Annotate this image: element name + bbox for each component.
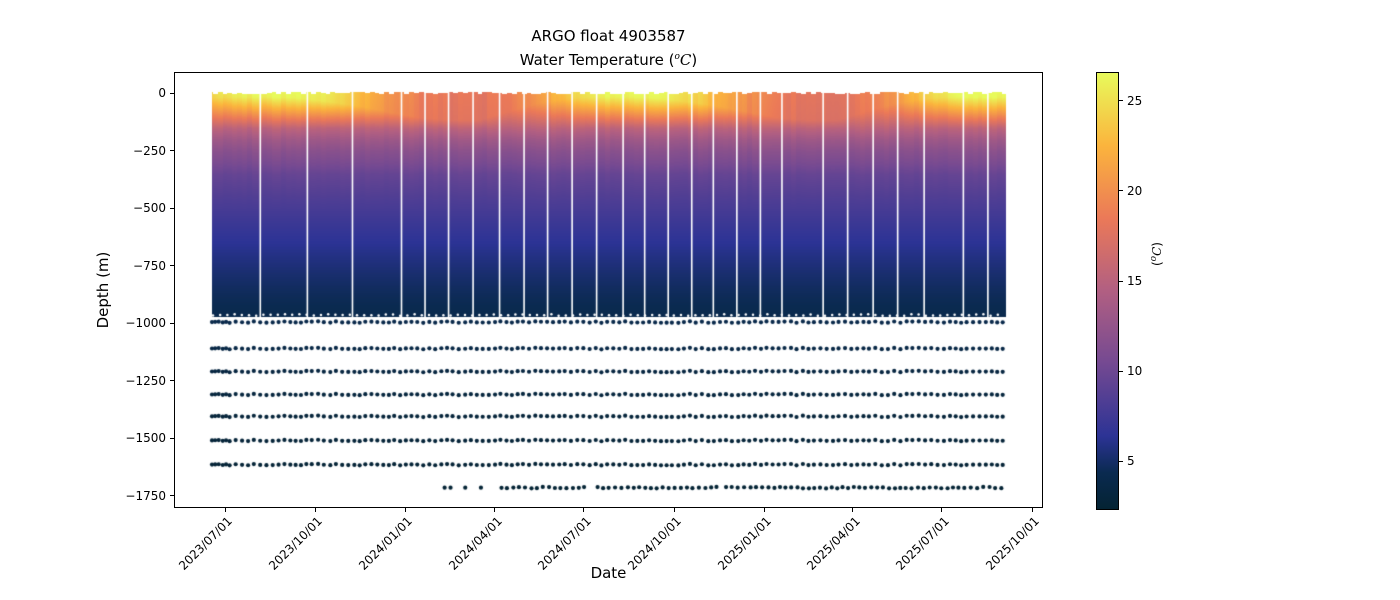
chart-subtitle: Water Temperature (oC) [519,51,698,69]
colorbar-tick-mark [1119,280,1123,282]
colorbar-tick-label: 25 [1127,93,1143,108]
y-tick-mark [170,207,174,209]
colorbar [1096,72,1119,510]
colorbar-tick-label: 15 [1127,274,1143,289]
x-tick-label: 2024/04/01 [445,514,505,573]
y-tick-label: −500 [133,201,166,216]
y-tick-mark [170,92,174,94]
colorbar-tick-mark [1119,100,1123,102]
colorbar-tick-label: 10 [1127,364,1143,379]
x-tick-label: 2025/04/01 [803,514,863,573]
y-tick-label: 0 [158,86,166,101]
y-tick-label: −1750 [125,488,166,503]
colorbar-tick-mark [1119,460,1123,462]
y-tick-label: −250 [133,143,166,158]
x-tick-label: 2025/10/01 [983,514,1042,573]
y-tick-mark [170,265,174,267]
y-tick-label: −1500 [125,431,166,446]
x-tick-mark [763,508,765,512]
y-tick-mark [170,495,174,497]
x-tick-label: 2023/07/01 [176,514,235,573]
x-tick-mark [494,508,496,512]
y-tick-mark [170,437,174,439]
x-tick-label: 2025/07/01 [892,514,952,573]
heatmap-canvas [174,72,1043,508]
colorbar-label: (oC) [1149,242,1164,266]
colorbar-tick-label: 20 [1127,183,1143,198]
x-tick-mark [314,508,316,512]
chart-title-block: ARGO float 4903587 Water Temperature (oC… [174,26,1043,71]
x-tick-mark [583,508,585,512]
y-tick-mark [170,322,174,324]
x-tick-label: 2024/10/01 [625,514,684,573]
colorbar-tick-mark [1119,190,1123,192]
x-tick-mark [404,508,406,512]
y-tick-mark [170,150,174,152]
x-axis-label: Date [590,564,627,582]
x-tick-mark [673,508,675,512]
y-tick-mark [170,380,174,382]
colorbar-tick-mark [1119,370,1123,372]
x-tick-mark [1031,508,1033,512]
x-tick-label: 2024/07/01 [534,514,594,573]
y-tick-label: −1000 [125,316,166,331]
y-tick-label: −750 [133,258,166,273]
y-tick-label: −1250 [125,373,166,388]
colorbar-tick-label: 5 [1127,454,1135,469]
x-tick-mark [852,508,854,512]
x-tick-label: 2025/01/01 [715,514,775,573]
x-tick-label: 2024/01/01 [356,514,416,573]
plot-border [174,72,1043,508]
x-tick-label: 2023/10/01 [266,514,326,573]
x-tick-mark [224,508,226,512]
y-axis-label: Depth (m) [94,251,112,329]
x-tick-mark [941,508,943,512]
chart-title: ARGO float 4903587 [531,27,686,45]
